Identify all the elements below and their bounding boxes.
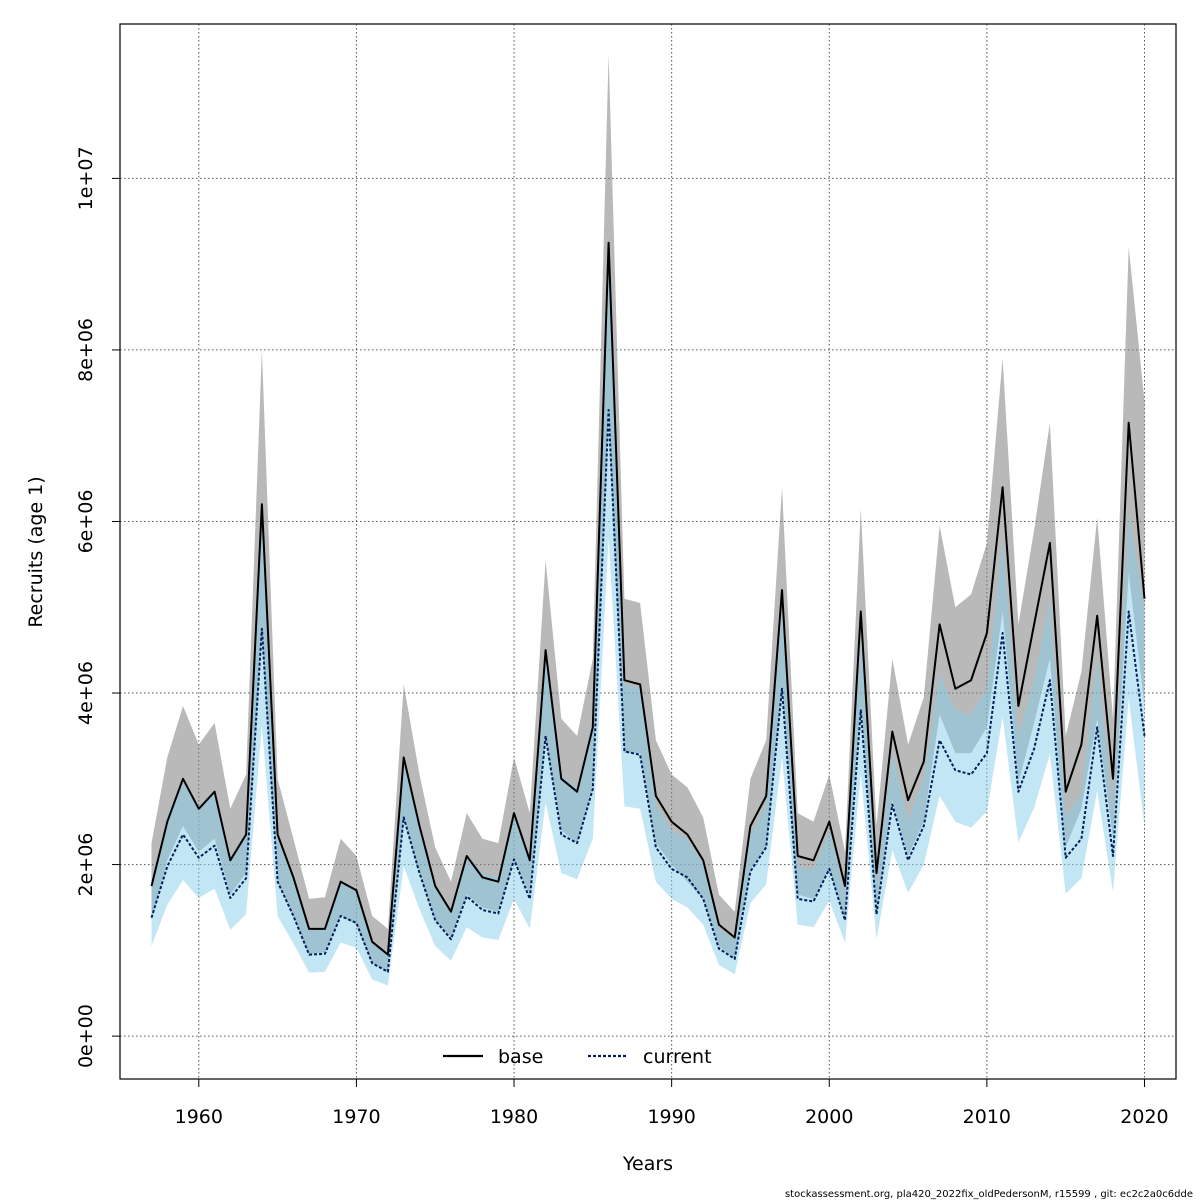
confidence-band-base <box>151 54 1145 972</box>
confidence-bands <box>151 54 1145 986</box>
y-tick-label-4: 8e+06 <box>75 318 97 382</box>
legend-current-label: current <box>643 1046 712 1068</box>
y-tick-label-2: 4e+06 <box>75 661 97 725</box>
x-tick-label-0: 1960 <box>175 1106 223 1128</box>
confidence-band-current <box>151 238 1145 986</box>
legend-base-label: base <box>498 1046 543 1068</box>
x-tick-label-1: 1970 <box>332 1106 380 1128</box>
y-axis-title: Recruits (age 1) <box>25 476 47 627</box>
grid <box>120 24 1176 1079</box>
x-axis-title: Years <box>622 1153 673 1175</box>
y-tick-label-0: 0e+00 <box>75 1004 97 1068</box>
x-tick-label-6: 2020 <box>1120 1106 1168 1128</box>
x-tick-label-5: 2010 <box>963 1106 1011 1128</box>
x-tick-label-3: 1990 <box>647 1106 695 1128</box>
plot-frame <box>119 23 1177 1080</box>
series-line-base <box>150 241 1146 956</box>
y-tick-label-3: 6e+06 <box>75 490 97 554</box>
x-tick-label-4: 2000 <box>805 1106 853 1128</box>
series-lines <box>150 241 1146 973</box>
legend: base current <box>443 1046 712 1068</box>
y-tick-label-1: 2e+06 <box>75 833 97 897</box>
x-tick-label-2: 1980 <box>490 1106 538 1128</box>
y-axis: 0e+00 2e+06 4e+06 6e+06 8e+06 1e+07 <box>75 146 120 1068</box>
footer-text: stockassessment.org, pla420_2022fix_oldP… <box>785 1189 1193 1200</box>
x-axis: 1960 1970 1980 1990 2000 2010 2020 <box>175 1079 1169 1128</box>
y-tick-label-5: 1e+07 <box>75 146 97 210</box>
series-line-current <box>150 409 1146 973</box>
